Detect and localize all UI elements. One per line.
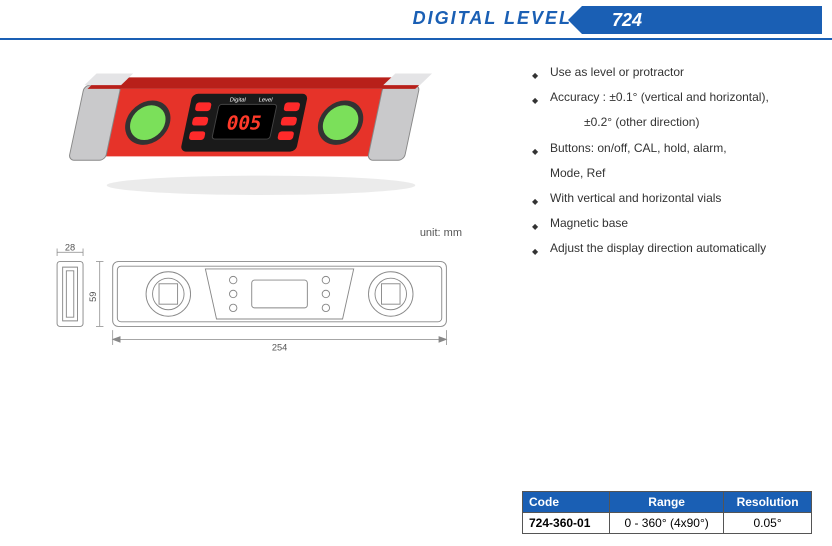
panel-label-right: Level bbox=[258, 97, 273, 103]
front-panel bbox=[205, 269, 353, 319]
unit-label: unit: mm bbox=[20, 227, 462, 239]
button-icon bbox=[277, 131, 294, 140]
dim-depth: 28 bbox=[65, 243, 75, 252]
product-image: 005 Digital Level bbox=[20, 60, 502, 214]
features-list: Buttons: on/off, CAL, hold, alarm, bbox=[532, 136, 812, 161]
dim-width: 254 bbox=[272, 343, 287, 353]
page-header: DIGITAL LEVEL 724 bbox=[0, 0, 832, 40]
cell-resolution: 0.05° bbox=[724, 513, 812, 534]
button-icon bbox=[192, 117, 209, 126]
left-column: 005 Digital Level unit: mm bbox=[20, 60, 502, 378]
feature-item: Adjust the display direction automatical… bbox=[532, 236, 812, 261]
cell-code: 724-360-01 bbox=[523, 513, 610, 534]
feature-subtext: ±0.2° (other direction) bbox=[532, 110, 812, 135]
features-list: With vertical and horizontal vials Magne… bbox=[532, 186, 812, 262]
table-header-row: Code Range Resolution bbox=[523, 492, 812, 513]
front-vial-right-slot bbox=[381, 284, 400, 304]
endcap-right-top bbox=[383, 73, 432, 85]
feature-item: Use as level or protractor bbox=[532, 60, 812, 85]
front-vial-left-inner bbox=[153, 278, 185, 310]
front-outline bbox=[113, 262, 447, 327]
front-vial-right-inner bbox=[375, 278, 407, 310]
page-title: DIGITAL LEVEL bbox=[413, 8, 572, 29]
feature-item: Magnetic base bbox=[532, 211, 812, 236]
panel-label-left: Digital bbox=[229, 97, 246, 103]
button-icon bbox=[283, 102, 300, 111]
feature-item: With vertical and horizontal vials bbox=[532, 186, 812, 211]
col-range: Range bbox=[610, 492, 724, 513]
spec-table: Code Range Resolution 724-360-01 0 - 360… bbox=[522, 491, 812, 534]
product-series-badge: 724 bbox=[582, 6, 822, 34]
feature-item: Buttons: on/off, CAL, hold, alarm, bbox=[532, 136, 812, 161]
col-code: Code bbox=[523, 492, 610, 513]
features-list: Use as level or protractor Accuracy : ±0… bbox=[532, 60, 812, 110]
button-icon bbox=[195, 102, 212, 111]
cell-range: 0 - 360° (4x90°) bbox=[610, 513, 724, 534]
button-icon bbox=[188, 131, 205, 140]
feature-item: Accuracy : ±0.1° (vertical and horizonta… bbox=[532, 85, 812, 110]
front-lcd bbox=[252, 280, 308, 308]
front-vial-left-slot bbox=[159, 284, 178, 304]
features-panel: Use as level or protractor Accuracy : ±0… bbox=[532, 60, 812, 378]
side-profile-inner bbox=[63, 267, 78, 321]
dim-height: 59 bbox=[88, 292, 98, 302]
lcd-readout: 005 bbox=[224, 112, 264, 135]
feature-subtext: Mode, Ref bbox=[532, 161, 812, 186]
front-inner bbox=[117, 266, 441, 322]
col-resolution: Resolution bbox=[724, 492, 812, 513]
level-top-edge bbox=[87, 77, 427, 89]
button-icon bbox=[280, 117, 297, 126]
main-content: 005 Digital Level unit: mm bbox=[0, 40, 832, 378]
technical-drawing: 28 59 bbox=[20, 243, 502, 373]
product-shadow bbox=[107, 176, 415, 195]
spec-table-container: Code Range Resolution 724-360-01 0 - 360… bbox=[522, 491, 812, 534]
table-row: 724-360-01 0 - 360° (4x90°) 0.05° bbox=[523, 513, 812, 534]
